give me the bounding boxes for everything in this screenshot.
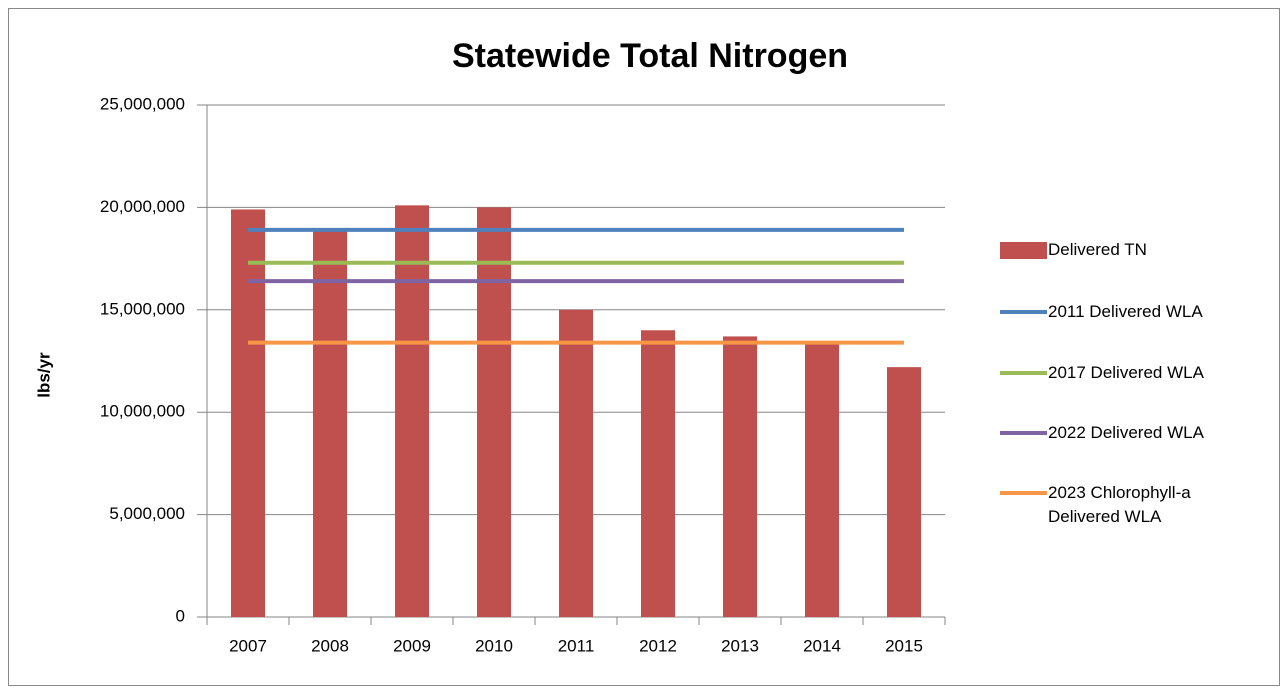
x-tick-label: 2010 [475, 636, 513, 655]
legend-swatch-mark [1000, 371, 1047, 375]
legend-item: 2017 Delivered WLA [1000, 361, 1258, 385]
legend-label: 2011 Delivered WLA [1048, 302, 1203, 321]
legend-swatch [1000, 300, 1048, 324]
legend-swatch-mark [1000, 242, 1047, 259]
y-tick-label: 25,000,000 [100, 94, 185, 113]
legend-label: 2017 Delivered WLA [1048, 363, 1204, 382]
y-tick-label: 5,000,000 [109, 504, 185, 523]
bar [641, 330, 675, 617]
legend-swatch-mark [1000, 310, 1047, 314]
bar [477, 207, 511, 617]
legend-swatch [1000, 238, 1048, 262]
bar [887, 367, 921, 617]
y-tick-label: 15,000,000 [100, 299, 185, 318]
y-tick-label: 10,000,000 [100, 402, 185, 421]
legend-label: 2022 Delivered WLA [1048, 423, 1204, 442]
legend-item: 2023 Chlorophyll-a Delivered WLA [1000, 481, 1218, 529]
x-tick-label: 2009 [393, 636, 431, 655]
legend-label: Delivered TN [1048, 240, 1147, 259]
x-tick-label: 2014 [803, 636, 841, 655]
bar [559, 309, 593, 617]
y-axis-label: lbs/yr [34, 352, 53, 398]
bar [231, 209, 265, 617]
legend-label: 2023 Chlorophyll-a Delivered WLA [1048, 483, 1191, 526]
chart-title: Statewide Total Nitrogen [452, 37, 848, 75]
legend-item: Delivered TN [1000, 238, 1258, 262]
legend-swatch [1000, 361, 1048, 385]
legend-swatch [1000, 421, 1048, 445]
legend-swatch-mark [1000, 491, 1047, 495]
bar [723, 336, 757, 617]
legend-item: 2022 Delivered WLA [1000, 421, 1258, 445]
x-tick-label: 2008 [311, 636, 349, 655]
bar [313, 229, 347, 618]
legend-swatch-mark [1000, 431, 1047, 435]
y-tick-label: 0 [176, 606, 185, 625]
x-tick-label: 2013 [721, 636, 759, 655]
legend-swatch [1000, 481, 1048, 505]
bar [805, 342, 839, 617]
x-tick-label: 2007 [229, 636, 267, 655]
legend-item: 2011 Delivered WLA [1000, 300, 1258, 324]
bar [395, 205, 429, 618]
x-tick-label: 2011 [558, 636, 595, 655]
x-tick-label: 2012 [639, 636, 677, 655]
x-tick-label: 2015 [885, 636, 923, 655]
y-tick-label: 20,000,000 [100, 197, 185, 216]
